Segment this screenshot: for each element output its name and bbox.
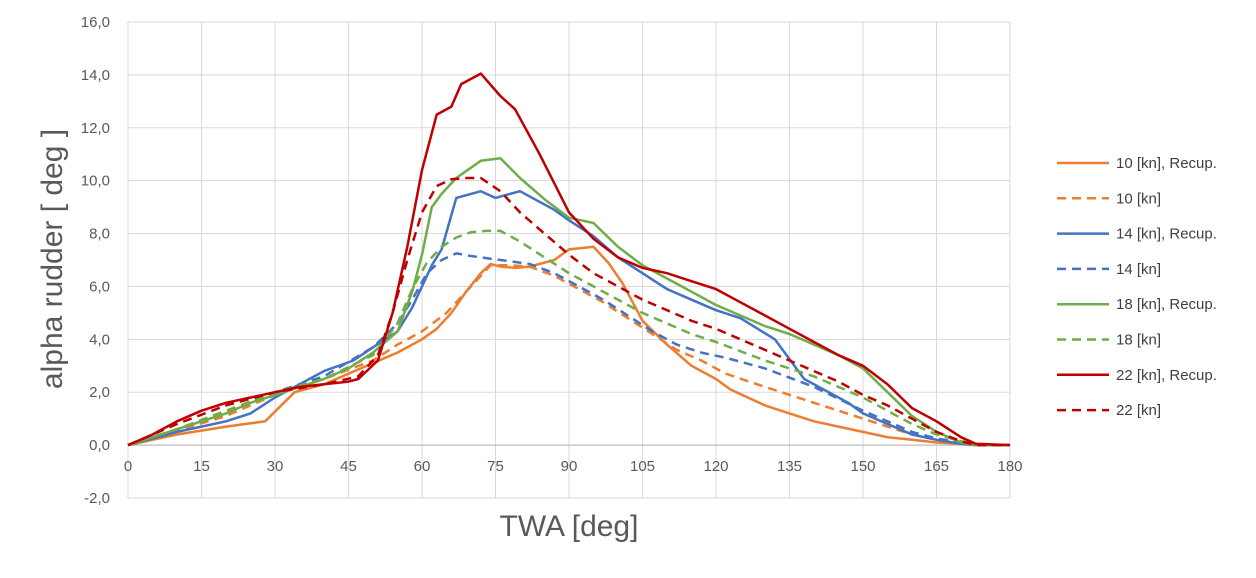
series-line-4 [127, 252, 1010, 447]
x-tick-label: 150 [850, 458, 875, 475]
y-tick-label: 0,0 [89, 437, 110, 454]
axes: 0 15 30 45 60 75 90 105 120 135 150 165 180 -2,0 0,0 2,… [81, 14, 1023, 507]
y-axis-title: alpha rudder [ deg ] [36, 129, 69, 389]
x-tick-label: 60 [414, 458, 431, 475]
series-line-3 [127, 189, 1010, 447]
x-tick-label: 45 [340, 458, 357, 475]
y-tick-label: 16,0 [81, 14, 110, 31]
legend-label: 14 [kn] [1116, 261, 1161, 278]
legend-label: 22 [kn] [1116, 402, 1161, 419]
legend-label: 18 [kn], Recup. [1116, 296, 1217, 313]
y-tick-label: -2,0 [84, 490, 110, 507]
x-axis-title: TWA [deg] [500, 510, 639, 543]
y-tick-label: 4,0 [89, 331, 110, 348]
y-tick-label: 6,0 [89, 278, 110, 295]
series-lines [127, 72, 1011, 447]
y-tick-label: 12,0 [81, 120, 110, 137]
x-tick-label: 105 [630, 458, 655, 475]
legend-label: 10 [kn], Recup. [1116, 155, 1217, 172]
y-tick-label: 14,0 [81, 67, 110, 84]
x-tick-label: 135 [777, 458, 802, 475]
x-tick-label: 120 [703, 458, 728, 475]
legend-label: 14 [kn], Recup. [1116, 226, 1217, 243]
x-tick-label: 180 [997, 458, 1022, 475]
legend-label: 18 [kn] [1116, 332, 1161, 349]
y-tick-label: 10,0 [81, 173, 110, 190]
x-tick-label: 75 [487, 458, 504, 475]
y-tick-label: 8,0 [89, 226, 110, 243]
x-tick-label: 30 [267, 458, 284, 475]
x-tick-label: 0 [124, 458, 132, 475]
grid [127, 21, 1011, 499]
y-tick-label: 2,0 [89, 384, 110, 401]
x-tick-label: 15 [193, 458, 210, 475]
x-tick-label: 90 [561, 458, 578, 475]
legend: 10 [kn], Recup. 10 [kn] 14 [kn], Recup. 14 … [1057, 155, 1217, 419]
legend-label: 22 [kn], Recup. [1116, 367, 1217, 384]
x-tick-label: 165 [924, 458, 949, 475]
legend-label: 10 [kn] [1116, 190, 1161, 207]
